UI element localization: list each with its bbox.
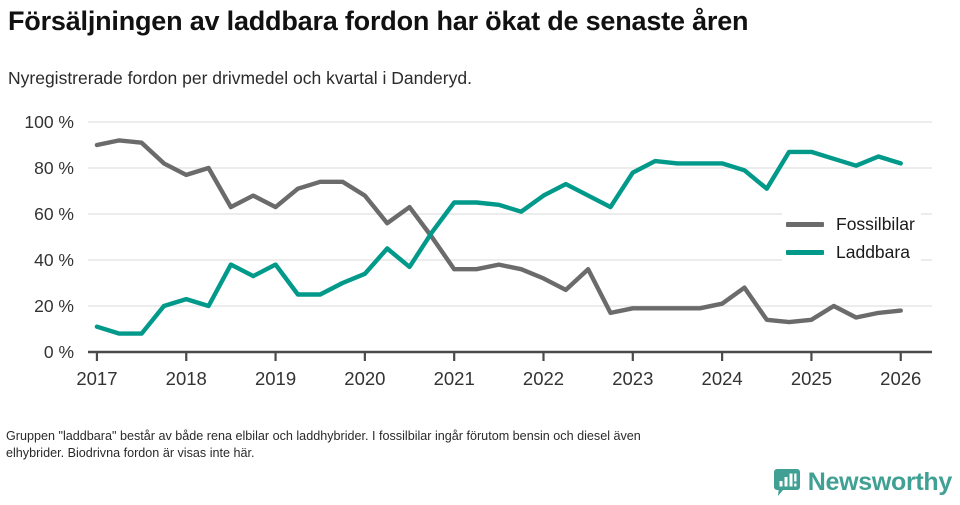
- footnote-line-1: Gruppen "laddbara" består av både rena e…: [6, 429, 641, 443]
- series-line-fossilbilar: [94, 138, 903, 325]
- x-axis-tick-label: 2026: [880, 368, 921, 389]
- y-axis-tick-label: 80 %: [34, 158, 74, 178]
- legend-swatch-fossilbilar: [786, 221, 824, 227]
- page-subtitle: Nyregistrerade fordon per drivmedel och …: [8, 68, 472, 88]
- y-axis-tick-label: 20 %: [34, 296, 74, 316]
- series-line-laddbara: [94, 149, 903, 336]
- newsworthy-wordmark: Newsworthy: [807, 468, 953, 496]
- x-axis-tick-label: 2023: [612, 368, 653, 389]
- y-axis-tick-label: 100 %: [24, 112, 74, 132]
- chart-legend: Fossilbilar Laddbara: [782, 206, 921, 270]
- y-axis-tick-label: 60 %: [34, 204, 74, 224]
- legend-label-fossilbilar: Fossilbilar: [836, 213, 915, 234]
- y-axis-tick-label: 0 %: [44, 342, 74, 362]
- legend-item-fossilbilar[interactable]: Fossilbilar: [786, 210, 915, 238]
- chart-footnote: Gruppen "laddbara" består av både rena e…: [6, 428, 916, 461]
- x-axis-tick-label: 2020: [344, 368, 385, 389]
- x-axis-tick-label: 2021: [434, 368, 475, 389]
- x-axis-tick-label: 2018: [166, 368, 207, 389]
- newsworthy-logo[interactable]: Newsworthy: [773, 468, 953, 497]
- y-axis-tick-label: 40 %: [34, 250, 74, 270]
- legend-swatch-laddbara: [786, 249, 824, 255]
- x-axis-tick-label: 2019: [255, 368, 296, 389]
- footnote-line-2: elhybrider. Biodrivna fordon är visas in…: [6, 445, 255, 460]
- legend-label-laddbara: Laddbara: [836, 241, 910, 262]
- x-axis-tick-label: 2017: [76, 368, 117, 389]
- x-axis-tick-label: 2022: [523, 368, 564, 389]
- legend-item-laddbara[interactable]: Laddbara: [786, 238, 915, 266]
- newsworthy-bar-chart-bubble-icon: [773, 468, 800, 497]
- x-axis-tick-label: 2025: [791, 368, 832, 389]
- page-title: Försäljningen av laddbara fordon har öka…: [8, 6, 749, 36]
- x-axis-tick-label: 2024: [702, 368, 743, 389]
